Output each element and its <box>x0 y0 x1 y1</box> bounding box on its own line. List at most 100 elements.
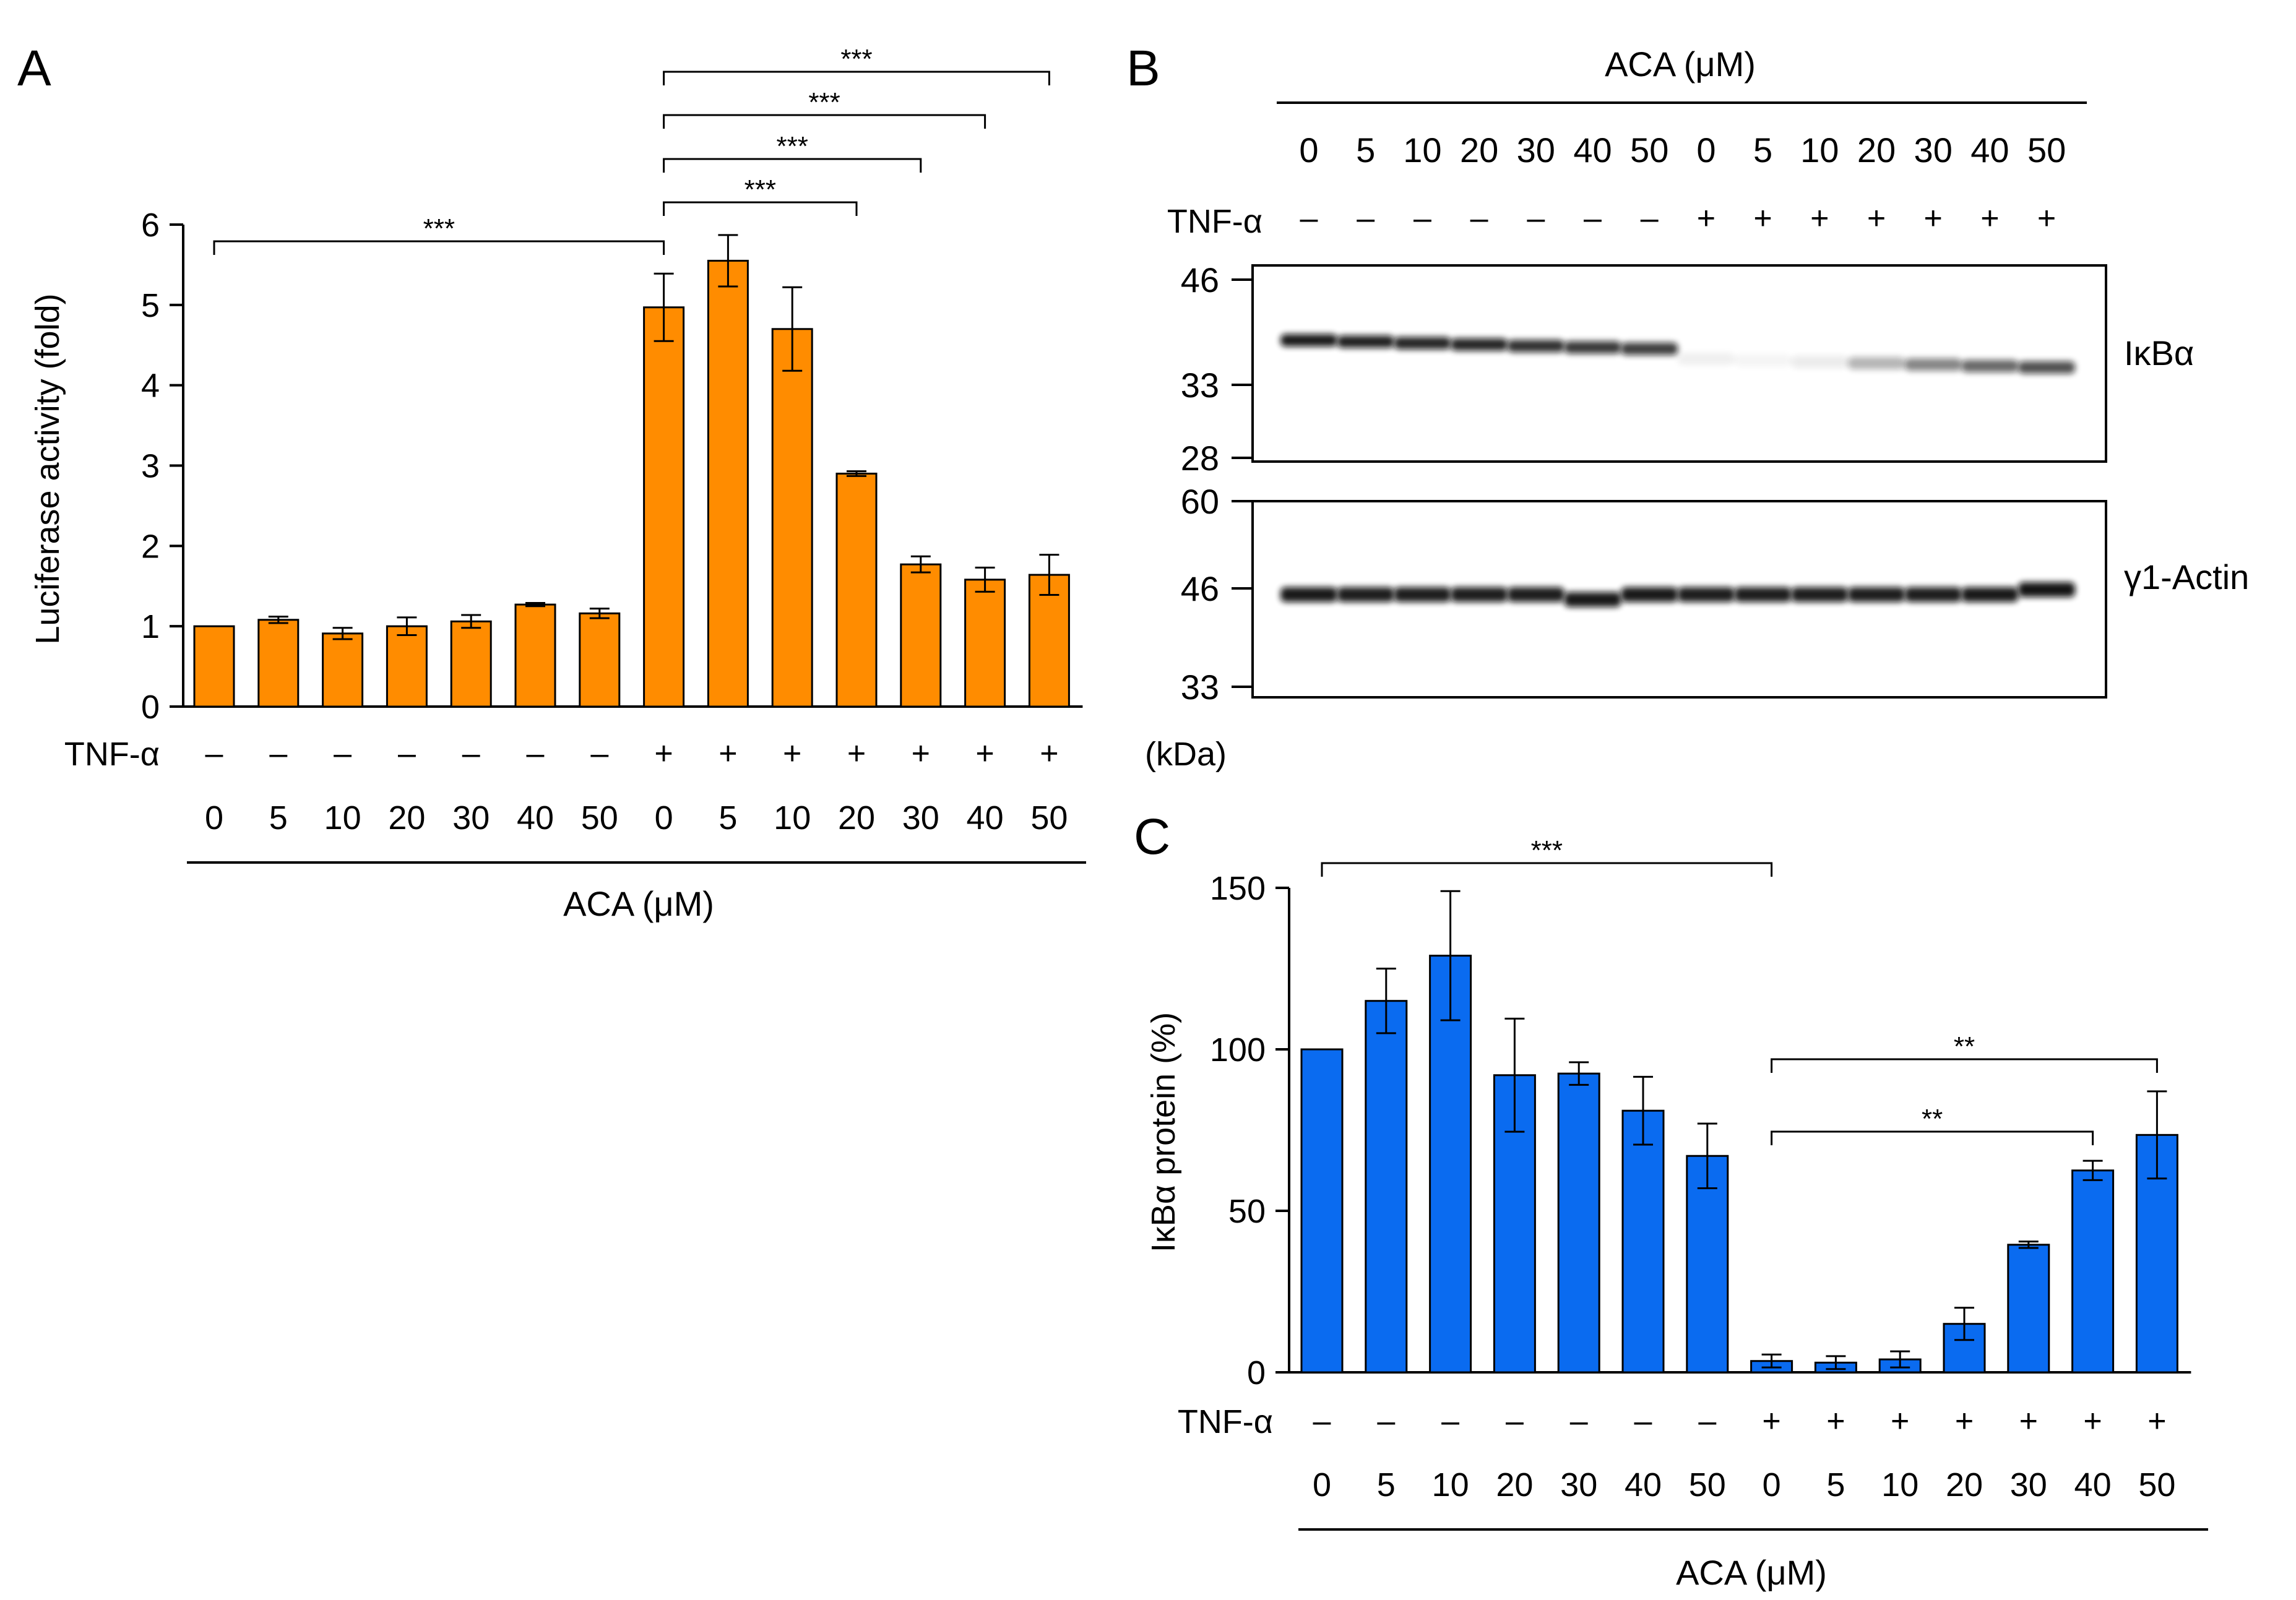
panel-a-tnf-sign: – <box>398 736 416 772</box>
blot-tnf-sign: + <box>1810 200 1829 236</box>
actin-band <box>1280 587 1337 602</box>
blot-tnf-sign: – <box>1470 200 1488 236</box>
blot-dose-label: 50 <box>2027 131 2066 170</box>
panel-a-dose-label: 10 <box>324 799 361 837</box>
panel-a-tnf-sign: – <box>205 736 223 772</box>
panel-c-dose-label: 5 <box>1377 1466 1396 1503</box>
blot-dose-label: 10 <box>1403 131 1441 170</box>
panel-c-bar <box>2071 1169 2115 1374</box>
panel-c-group-title: ACA (μM) <box>1676 1553 1827 1592</box>
ikba-band <box>1280 334 1337 346</box>
panel-a-dose-label: 50 <box>581 799 618 837</box>
actin-band <box>1791 587 1849 602</box>
panel-a-significance-label: *** <box>423 213 455 244</box>
panel-b-letter: B <box>1126 40 1160 97</box>
panel-a-dose-label: 50 <box>1030 799 1068 837</box>
panel-a-tnf-sign: – <box>527 736 545 772</box>
actin-band <box>1564 592 1621 607</box>
panel-b-group-title: ACA (μM) <box>1605 45 1756 84</box>
panel-c-dose-label: 50 <box>1689 1466 1726 1503</box>
panel-a-significance-label: *** <box>744 174 776 205</box>
panel-a-tnf-sign: – <box>462 736 480 772</box>
panel-a-bar <box>322 632 364 708</box>
panel-a-tnf-sign: + <box>1040 736 1058 772</box>
blot-dose-label: 50 <box>1630 131 1668 170</box>
ikba-band <box>1394 337 1451 350</box>
panel-a-y-tick-label: 3 <box>141 448 160 485</box>
panel-a-y-tick-label: 6 <box>141 207 160 244</box>
kda-marker-label: 33 <box>1181 668 1219 707</box>
actin-band <box>1848 587 1905 602</box>
blot-dose-label: 0 <box>1299 131 1318 170</box>
panel-b-tnf-label: TNF-α <box>1167 203 1262 240</box>
panel-c-tnf-sign: – <box>1570 1403 1588 1439</box>
panel-c-y-tick-label: 0 <box>1247 1354 1266 1391</box>
panel-a-dose-label: 0 <box>655 799 673 837</box>
panel-a-bar <box>386 625 428 708</box>
panel-c-dose-label: 5 <box>1826 1466 1845 1503</box>
panel-c-tnf-sign: – <box>1698 1403 1716 1439</box>
blot-tnf-sign: – <box>1357 200 1375 236</box>
panel-a-bar <box>450 620 492 708</box>
panel-a-tnf-label: TNF-α <box>64 736 160 773</box>
blot-tnf-sign: – <box>1413 200 1431 236</box>
panel-a-dose-label: 10 <box>774 799 811 837</box>
blot-tnf-sign: – <box>1300 200 1318 236</box>
panel-a-bar <box>643 306 685 708</box>
ikba-band <box>1677 353 1735 366</box>
panel-c-bar <box>1621 1109 1665 1374</box>
panel-c-tnf-label: TNF-α <box>1178 1403 1273 1440</box>
panel-a-tnf-sign: – <box>590 736 608 772</box>
blot-dose-label: 5 <box>1356 131 1375 170</box>
panel-a-y-tick-label: 5 <box>141 287 160 324</box>
panel-c-dose-label: 50 <box>2138 1466 2175 1503</box>
panel-a-tnf-sign: + <box>654 736 673 772</box>
panel-a-dose-label: 40 <box>517 799 554 837</box>
actin-band <box>1394 587 1451 602</box>
panel-a-bar <box>1028 574 1070 708</box>
kda-marker-label: 60 <box>1181 482 1219 521</box>
panel-c-tnf-sign: + <box>1891 1403 1909 1439</box>
blot-tnf-sign: + <box>1924 200 1943 236</box>
ikba-band <box>1451 338 1508 351</box>
panel-c-y-tick-label: 150 <box>1210 870 1266 907</box>
kda-marker-label: 28 <box>1181 439 1219 478</box>
panel-a-tnf-sign: + <box>975 736 994 772</box>
ikba-band <box>1961 359 2019 372</box>
actin-band <box>1451 587 1508 602</box>
panel-a-ylabel: Luciferase activity (fold) <box>29 293 66 644</box>
panel-a-bar <box>900 563 942 708</box>
panel-a-bar <box>579 612 621 708</box>
panel-a-bar <box>707 259 749 708</box>
panel-a-bar <box>514 603 556 708</box>
panel-a-significance-label: *** <box>840 44 872 74</box>
ikba-band <box>2018 361 2076 374</box>
panel-c-tnf-sign: + <box>2019 1403 2038 1439</box>
panel-c-tnf-sign: – <box>1506 1403 1524 1439</box>
ikba-blot-label: IκBα <box>2124 333 2194 372</box>
ikba-band <box>1791 355 1849 368</box>
panel-a-dose-label: 5 <box>269 799 288 837</box>
panel-a-tnf-sign: – <box>334 736 352 772</box>
panel-a-significance-bracket <box>663 201 858 216</box>
kda-marker-label: 46 <box>1181 260 1219 299</box>
actin-band <box>1337 587 1394 602</box>
blot-dose-label: 20 <box>1857 131 1896 170</box>
blot-dose-label: 30 <box>1517 131 1555 170</box>
actin-band <box>1904 587 1962 602</box>
blot-tnf-sign: – <box>1584 200 1602 236</box>
panel-c-bar <box>1557 1072 1600 1374</box>
panel-a-bar <box>193 625 235 708</box>
panel-a-y-tick-label: 2 <box>141 528 160 565</box>
kda-unit-label: (kDa) <box>1145 736 1227 773</box>
actin-band <box>1507 587 1564 602</box>
blot-dose-label: 20 <box>1460 131 1498 170</box>
panel-a-y-tick-label: 4 <box>141 368 160 405</box>
blot-tnf-sign: + <box>1980 200 1999 236</box>
panel-a-chart: Luciferase activity (fold) TNF-α ACA (μM… <box>29 44 1086 923</box>
panel-c-dose-label: 10 <box>1432 1466 1469 1503</box>
ikba-band <box>1621 342 1678 355</box>
panel-c-tnf-sign: + <box>2147 1403 2166 1439</box>
actin-band <box>1621 587 1678 602</box>
